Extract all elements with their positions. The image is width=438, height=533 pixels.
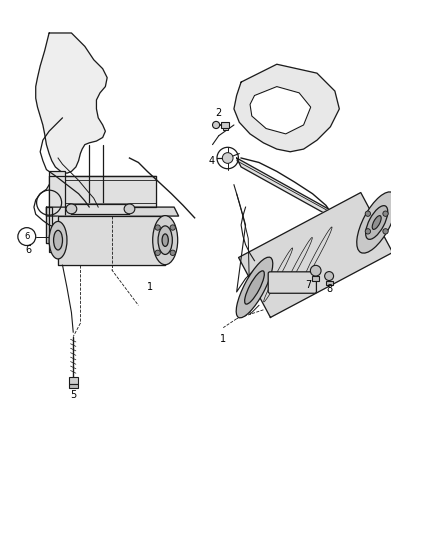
Circle shape <box>365 229 371 234</box>
Ellipse shape <box>49 221 67 259</box>
Circle shape <box>170 225 175 230</box>
Ellipse shape <box>124 204 135 214</box>
Ellipse shape <box>158 226 172 254</box>
Polygon shape <box>46 207 52 243</box>
Polygon shape <box>58 216 165 265</box>
Ellipse shape <box>357 192 397 253</box>
Ellipse shape <box>372 216 381 229</box>
Bar <box>222 122 229 127</box>
Circle shape <box>223 152 233 164</box>
Polygon shape <box>234 64 339 152</box>
Bar <box>49 172 65 252</box>
Ellipse shape <box>162 234 168 246</box>
Polygon shape <box>234 64 339 152</box>
Polygon shape <box>36 33 107 173</box>
Polygon shape <box>239 192 392 318</box>
Bar <box>223 127 228 131</box>
Bar <box>325 280 333 285</box>
Circle shape <box>155 225 160 230</box>
Polygon shape <box>36 33 107 173</box>
Polygon shape <box>46 207 179 216</box>
Text: 1: 1 <box>220 334 226 344</box>
Text: 6: 6 <box>25 245 32 255</box>
Circle shape <box>325 272 334 280</box>
Polygon shape <box>237 158 362 234</box>
Ellipse shape <box>366 206 388 239</box>
Polygon shape <box>58 216 165 265</box>
Ellipse shape <box>236 257 273 318</box>
Polygon shape <box>46 207 179 216</box>
Text: 5: 5 <box>70 390 76 400</box>
Text: 1: 1 <box>147 282 153 293</box>
Text: 2: 2 <box>215 108 222 118</box>
Ellipse shape <box>245 271 265 304</box>
Ellipse shape <box>66 204 77 214</box>
FancyBboxPatch shape <box>268 272 316 293</box>
Polygon shape <box>237 158 362 234</box>
Circle shape <box>155 250 160 255</box>
Text: 4: 4 <box>208 156 215 166</box>
Circle shape <box>212 122 220 128</box>
Text: 7: 7 <box>305 280 312 290</box>
Circle shape <box>170 250 175 255</box>
Polygon shape <box>49 176 156 207</box>
Text: 6: 6 <box>24 232 29 241</box>
Polygon shape <box>46 207 52 243</box>
Circle shape <box>18 228 36 246</box>
Bar <box>312 276 319 281</box>
Circle shape <box>431 191 438 200</box>
Polygon shape <box>71 205 130 214</box>
Text: 8: 8 <box>326 285 332 294</box>
Polygon shape <box>250 86 311 134</box>
Polygon shape <box>49 176 156 207</box>
Circle shape <box>311 265 321 276</box>
Bar <box>69 384 78 389</box>
Polygon shape <box>71 205 130 214</box>
Circle shape <box>383 229 388 234</box>
Circle shape <box>365 211 371 216</box>
Ellipse shape <box>153 216 178 265</box>
Circle shape <box>383 211 388 216</box>
Ellipse shape <box>53 230 63 250</box>
Bar <box>69 377 78 384</box>
Polygon shape <box>250 86 311 134</box>
